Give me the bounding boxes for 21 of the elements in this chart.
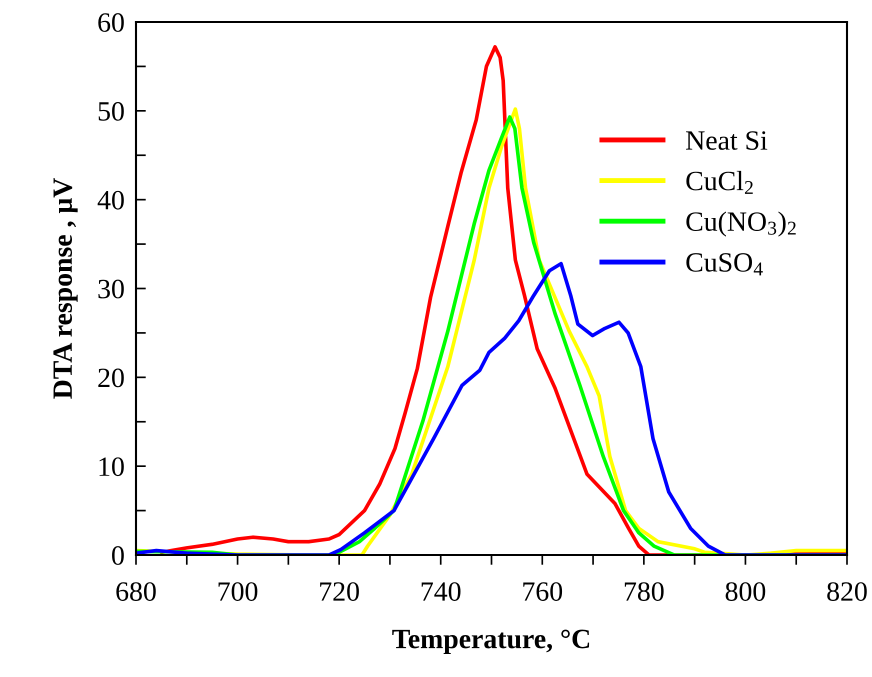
- y-tick-label: 10: [100, 457, 124, 476]
- x-tick-label: 800: [726, 582, 766, 601]
- y-tick-label: 40: [98, 190, 124, 210]
- y-tick-label: 50: [98, 102, 124, 121]
- y-tick-label: 0: [112, 546, 124, 565]
- legend-label: Cu(NO$_{3}$)$_{2}$: [686, 211, 796, 237]
- legend-label: CuSO$_{4}$: [686, 253, 763, 276]
- y-tick-label: 60: [98, 13, 124, 32]
- legend-label: Neat Si: [686, 131, 768, 150]
- x-tick-label: 760: [523, 582, 562, 601]
- x-tick-label: 680: [116, 582, 156, 601]
- y-tick-label: 20: [98, 368, 124, 388]
- x-tick-label: 780: [624, 582, 664, 601]
- y-axis-title: DTA response , μV: [53, 178, 78, 399]
- x-axis-title: Temperature, °C: [392, 630, 590, 654]
- x-tick-label: 820: [827, 582, 867, 601]
- y-tick-label: 30: [98, 280, 124, 298]
- x-tick-label: 720: [320, 582, 359, 601]
- x-tick-label: 740: [422, 582, 460, 601]
- legend-label: CuCl$_{2}$: [686, 170, 753, 194]
- x-tick-label: 700: [218, 582, 258, 601]
